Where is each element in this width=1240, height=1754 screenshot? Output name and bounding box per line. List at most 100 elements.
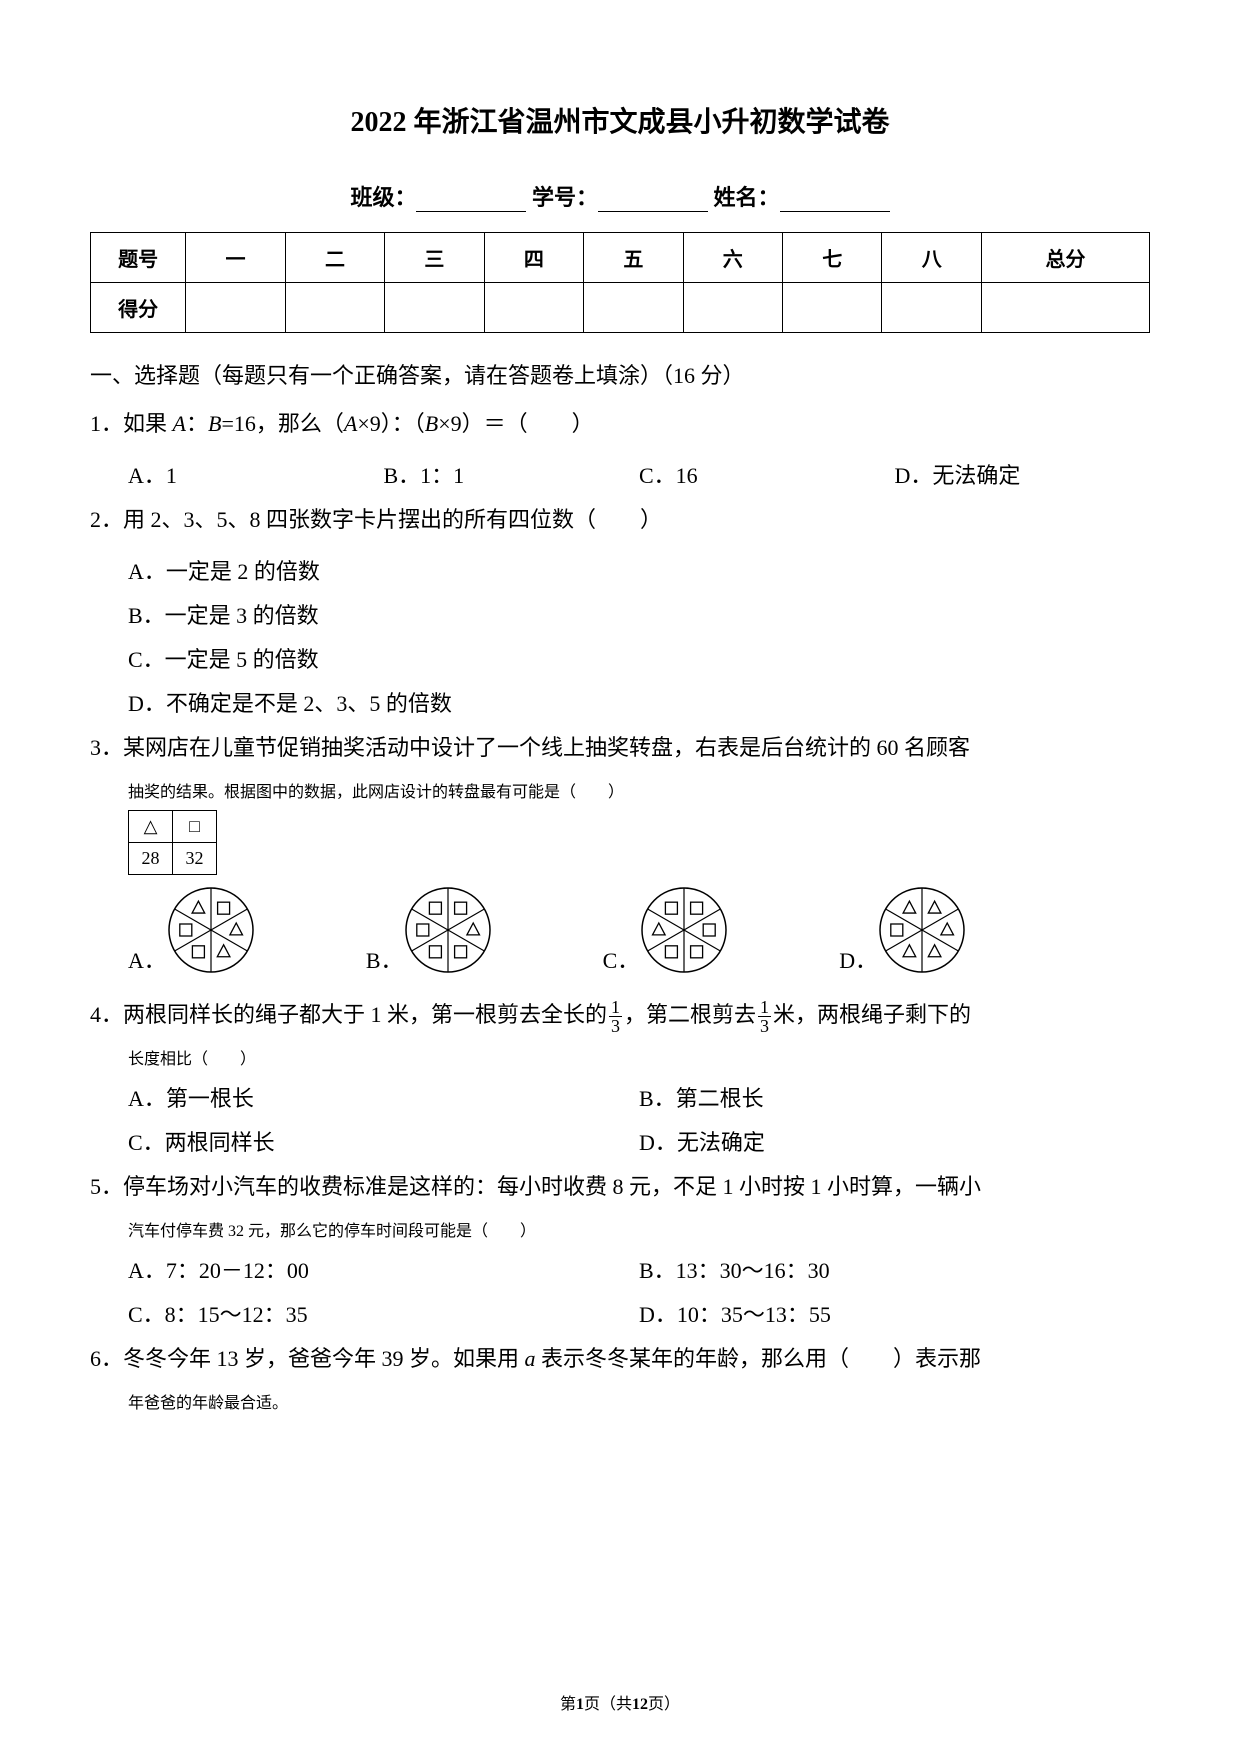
sc-3[interactable] bbox=[385, 283, 484, 333]
q1-x9b: ×9）＝（ ） bbox=[438, 411, 593, 436]
q1-opt-b[interactable]: B．1：1 bbox=[384, 454, 640, 498]
q3-opt-c[interactable]: C． bbox=[603, 885, 730, 975]
q4-num: 4． bbox=[90, 1002, 123, 1027]
q6-t1: 冬冬今年 13 岁，爸爸今年 39 岁。如果用 bbox=[123, 1346, 525, 1371]
q4-opt-b[interactable]: B．第二根长 bbox=[639, 1077, 1150, 1121]
q6-t3: 年爸爸的年龄最合适。 bbox=[90, 1389, 1150, 1413]
footer-p2: 页（共 bbox=[584, 1696, 632, 1713]
footer-pn: 1 bbox=[576, 1696, 584, 1713]
name-label: 姓名： bbox=[714, 185, 780, 210]
q3-opt-c-label: C． bbox=[603, 943, 640, 975]
sc-7[interactable] bbox=[783, 283, 882, 333]
sc-6[interactable] bbox=[683, 283, 782, 333]
q4-frac1: 13 bbox=[609, 998, 622, 1035]
q5-line2: 汽车付停车费 32 元，那么它的停车时间段可能是（ ） bbox=[90, 1217, 1150, 1241]
q5-options-1: A．7：20－12：00 B．13：30～16：30 bbox=[90, 1249, 1150, 1293]
q5-opt-a[interactable]: A．7：20－12：00 bbox=[128, 1249, 639, 1293]
q4-opt-a[interactable]: A．第一根长 bbox=[128, 1077, 639, 1121]
q3-line1: 某网店在儿童节促销抽奖活动中设计了一个线上抽奖转盘，右表是后台统计的 60 名顾… bbox=[123, 735, 970, 760]
frac-den2: 3 bbox=[758, 1017, 771, 1035]
footer-p1: 第 bbox=[560, 1696, 576, 1713]
q5-opt-d[interactable]: D．10：35～13：55 bbox=[639, 1293, 1150, 1337]
q3-wheel-options: A． B． C． D． bbox=[90, 885, 1150, 975]
q3-opt-d[interactable]: D． bbox=[839, 885, 967, 975]
sc-4[interactable] bbox=[484, 283, 583, 333]
score-value-row: 得分 bbox=[91, 283, 1150, 333]
class-label: 班级： bbox=[350, 185, 416, 210]
th-3: 三 bbox=[385, 233, 484, 283]
q4-options-1: A．第一根长 B．第二根长 bbox=[90, 1077, 1150, 1121]
q1-opt-a[interactable]: A．1 bbox=[128, 454, 384, 498]
dt-r1c1: △ bbox=[129, 811, 173, 843]
th-9: 总分 bbox=[981, 233, 1149, 283]
page-footer: 第1页（共12页） bbox=[0, 1690, 1240, 1714]
class-blank[interactable] bbox=[416, 190, 526, 212]
frac-den: 3 bbox=[609, 1017, 622, 1035]
th-0: 题号 bbox=[91, 233, 186, 283]
q1-t1: 如果 bbox=[123, 411, 173, 436]
q3-opt-a-label: A． bbox=[128, 943, 166, 975]
q1-colon: ： bbox=[186, 411, 208, 436]
sc-2[interactable] bbox=[285, 283, 384, 333]
id-blank[interactable] bbox=[598, 190, 708, 212]
q5-num: 5． bbox=[90, 1174, 123, 1199]
q4-t4: 长度相比（ ） bbox=[90, 1045, 1150, 1069]
q1-B: B bbox=[208, 411, 221, 436]
sc-9[interactable] bbox=[981, 283, 1149, 333]
q3-data-table-wrap: △□ 2832 bbox=[90, 810, 1150, 875]
q4-opt-c[interactable]: C．两根同样长 bbox=[128, 1121, 639, 1165]
question-3: 3．某网店在儿童节促销抽奖活动中设计了一个线上抽奖转盘，右表是后台统计的 60 … bbox=[90, 726, 1150, 770]
q1-opt-c[interactable]: C．16 bbox=[639, 454, 895, 498]
q3-opt-b[interactable]: B． bbox=[366, 885, 493, 975]
student-info-line: 班级： 学号： 姓名： bbox=[90, 180, 1150, 212]
q2-num: 2． bbox=[90, 507, 123, 532]
page-title: 2022 年浙江省温州市文成县小升初数学试卷 bbox=[90, 100, 1150, 140]
th-8: 八 bbox=[882, 233, 981, 283]
q6-num: 6． bbox=[90, 1346, 123, 1371]
dt-r2c2: 32 bbox=[173, 843, 217, 875]
q2-opt-b[interactable]: B．一定是 3 的倍数 bbox=[90, 594, 1150, 638]
q2-opt-c[interactable]: C．一定是 5 的倍数 bbox=[90, 638, 1150, 682]
q1-opt-d[interactable]: D．无法确定 bbox=[895, 454, 1151, 498]
q3-data-table: △□ 2832 bbox=[128, 810, 217, 875]
score-table: 题号 一 二 三 四 五 六 七 八 总分 得分 bbox=[90, 232, 1150, 333]
th-2: 二 bbox=[285, 233, 384, 283]
question-1: 1．如果 A：B=16，那么（A×9）：（B×9）＝（ ） bbox=[90, 402, 1150, 446]
question-5: 5．停车场对小汽车的收费标准是这样的：每小时收费 8 元，不足 1 小时按 1 … bbox=[90, 1165, 1150, 1209]
q3-opt-d-label: D． bbox=[839, 943, 877, 975]
dt-r1c2: □ bbox=[173, 811, 217, 843]
wheel-a-icon bbox=[166, 885, 256, 975]
q3-opt-b-label: B． bbox=[366, 943, 403, 975]
th-6: 六 bbox=[683, 233, 782, 283]
sc-8[interactable] bbox=[882, 283, 981, 333]
q2-opt-a[interactable]: A．一定是 2 的倍数 bbox=[90, 550, 1150, 594]
q2-text: 用 2、3、5、8 四张数字卡片摆出的所有四位数（ ） bbox=[123, 507, 662, 532]
dt-r2c1: 28 bbox=[129, 843, 173, 875]
q5-options-2: C．8：15～12：35 D．10：35～13：55 bbox=[90, 1293, 1150, 1337]
sc-1[interactable] bbox=[186, 283, 285, 333]
q4-frac2: 13 bbox=[758, 998, 771, 1035]
q4-opt-d[interactable]: D．无法确定 bbox=[639, 1121, 1150, 1165]
q4-t1: 两根同样长的绳子都大于 1 米，第一根剪去全长的 bbox=[123, 1002, 607, 1027]
q3-num: 3． bbox=[90, 735, 123, 760]
sc-5[interactable] bbox=[584, 283, 683, 333]
name-blank[interactable] bbox=[780, 190, 890, 212]
q1-B2: B bbox=[425, 411, 438, 436]
section-1-header: 一、选择题（每题只有一个正确答案，请在答题卷上填涂）（16 分） bbox=[90, 358, 1150, 390]
q6-a: a bbox=[525, 1346, 536, 1371]
q5-opt-b[interactable]: B．13：30～16：30 bbox=[639, 1249, 1150, 1293]
q2-opt-d[interactable]: D．不确定是不是 2、3、5 的倍数 bbox=[90, 682, 1150, 726]
q5-opt-c[interactable]: C．8：15～12：35 bbox=[128, 1293, 639, 1337]
th-7: 七 bbox=[783, 233, 882, 283]
th-4: 四 bbox=[484, 233, 583, 283]
q1-A2: A bbox=[344, 411, 357, 436]
frac-num: 1 bbox=[609, 998, 622, 1017]
footer-tot: 12 bbox=[632, 1696, 648, 1713]
score-label: 得分 bbox=[91, 283, 186, 333]
wheel-b-icon bbox=[403, 885, 493, 975]
q4-t3: 米，两根绳子剩下的 bbox=[773, 1002, 971, 1027]
q3-opt-a[interactable]: A． bbox=[128, 885, 256, 975]
q1-A: A bbox=[173, 411, 186, 436]
q3-line2: 抽奖的结果。根据图中的数据，此网店设计的转盘最有可能是（ ） bbox=[90, 778, 1150, 802]
q1-tb: =16，那么（ bbox=[221, 411, 343, 436]
